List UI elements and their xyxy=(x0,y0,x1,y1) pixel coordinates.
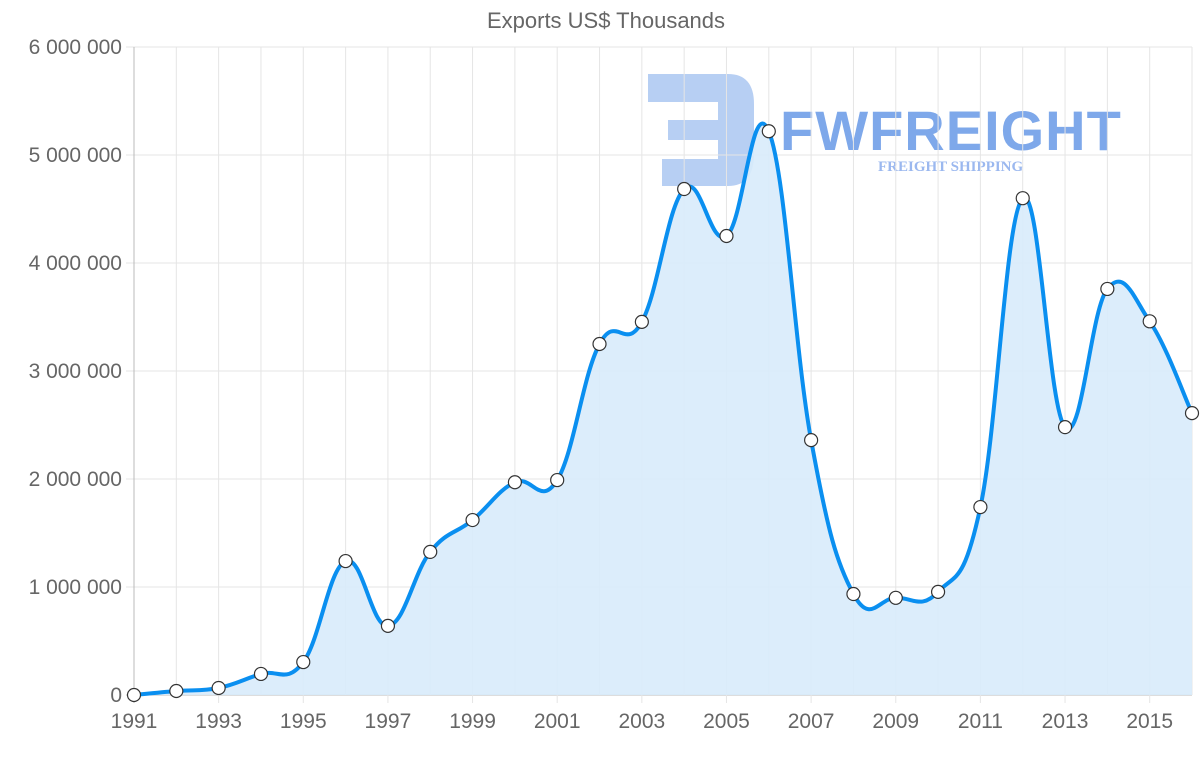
data-point xyxy=(1015,191,1030,206)
x-tick-label: 1997 xyxy=(365,710,412,733)
data-point xyxy=(380,618,396,633)
data-point xyxy=(634,314,649,329)
data-point xyxy=(592,336,607,352)
logo-mark-icon xyxy=(648,74,754,186)
x-tick-label: 2007 xyxy=(788,710,835,733)
data-point xyxy=(296,654,311,670)
data-point xyxy=(550,472,565,488)
y-tick-label: 2 000 000 xyxy=(29,468,122,491)
data-point xyxy=(973,499,988,515)
data-point xyxy=(1100,281,1115,297)
x-tick-label: 2011 xyxy=(958,710,1003,733)
watermark-brand: FWFREIGHT xyxy=(780,99,1122,162)
x-tick-label: 2003 xyxy=(618,710,665,733)
y-tick-label: 4 000 000 xyxy=(29,252,122,275)
y-tick-label: 1 000 000 xyxy=(29,576,122,599)
y-tick-label: 0 xyxy=(110,684,122,707)
data-point xyxy=(211,680,226,696)
data-point xyxy=(888,590,903,605)
data-point xyxy=(253,666,269,682)
series-area xyxy=(134,123,1192,696)
x-tick-label: 1991 xyxy=(111,710,158,733)
data-point xyxy=(169,683,184,699)
data-point xyxy=(677,181,692,197)
data-point xyxy=(1142,314,1157,329)
data-point xyxy=(804,433,819,448)
y-tick-label: 5 000 000 xyxy=(29,144,122,167)
x-tick-label: 2005 xyxy=(703,710,750,733)
x-tick-label: 2009 xyxy=(872,710,919,733)
data-point xyxy=(126,687,142,703)
data-point xyxy=(719,228,734,244)
chart-title: Exports US$ Thousands xyxy=(486,8,726,33)
y-tick-label: 3 000 000 xyxy=(29,360,122,383)
data-point xyxy=(338,553,353,569)
watermark-tagline: FREIGHT SHIPPING xyxy=(878,159,1024,175)
data-point xyxy=(465,512,480,528)
data-point xyxy=(930,584,946,599)
x-tick-label: 2013 xyxy=(1042,710,1089,733)
data-point xyxy=(761,124,776,139)
data-point xyxy=(1184,406,1200,421)
x-tick-label: 1999 xyxy=(449,710,496,733)
x-tick-label: 1995 xyxy=(280,710,327,733)
data-point xyxy=(846,586,861,602)
x-tick-label: 2001 xyxy=(534,710,581,733)
data-point xyxy=(1057,420,1073,435)
data-point xyxy=(423,544,438,560)
x-tick-label: 1993 xyxy=(195,710,242,733)
data-point xyxy=(507,475,522,490)
x-tick-label: 2015 xyxy=(1126,710,1173,733)
y-tick-label: 6 000 000 xyxy=(29,36,122,59)
